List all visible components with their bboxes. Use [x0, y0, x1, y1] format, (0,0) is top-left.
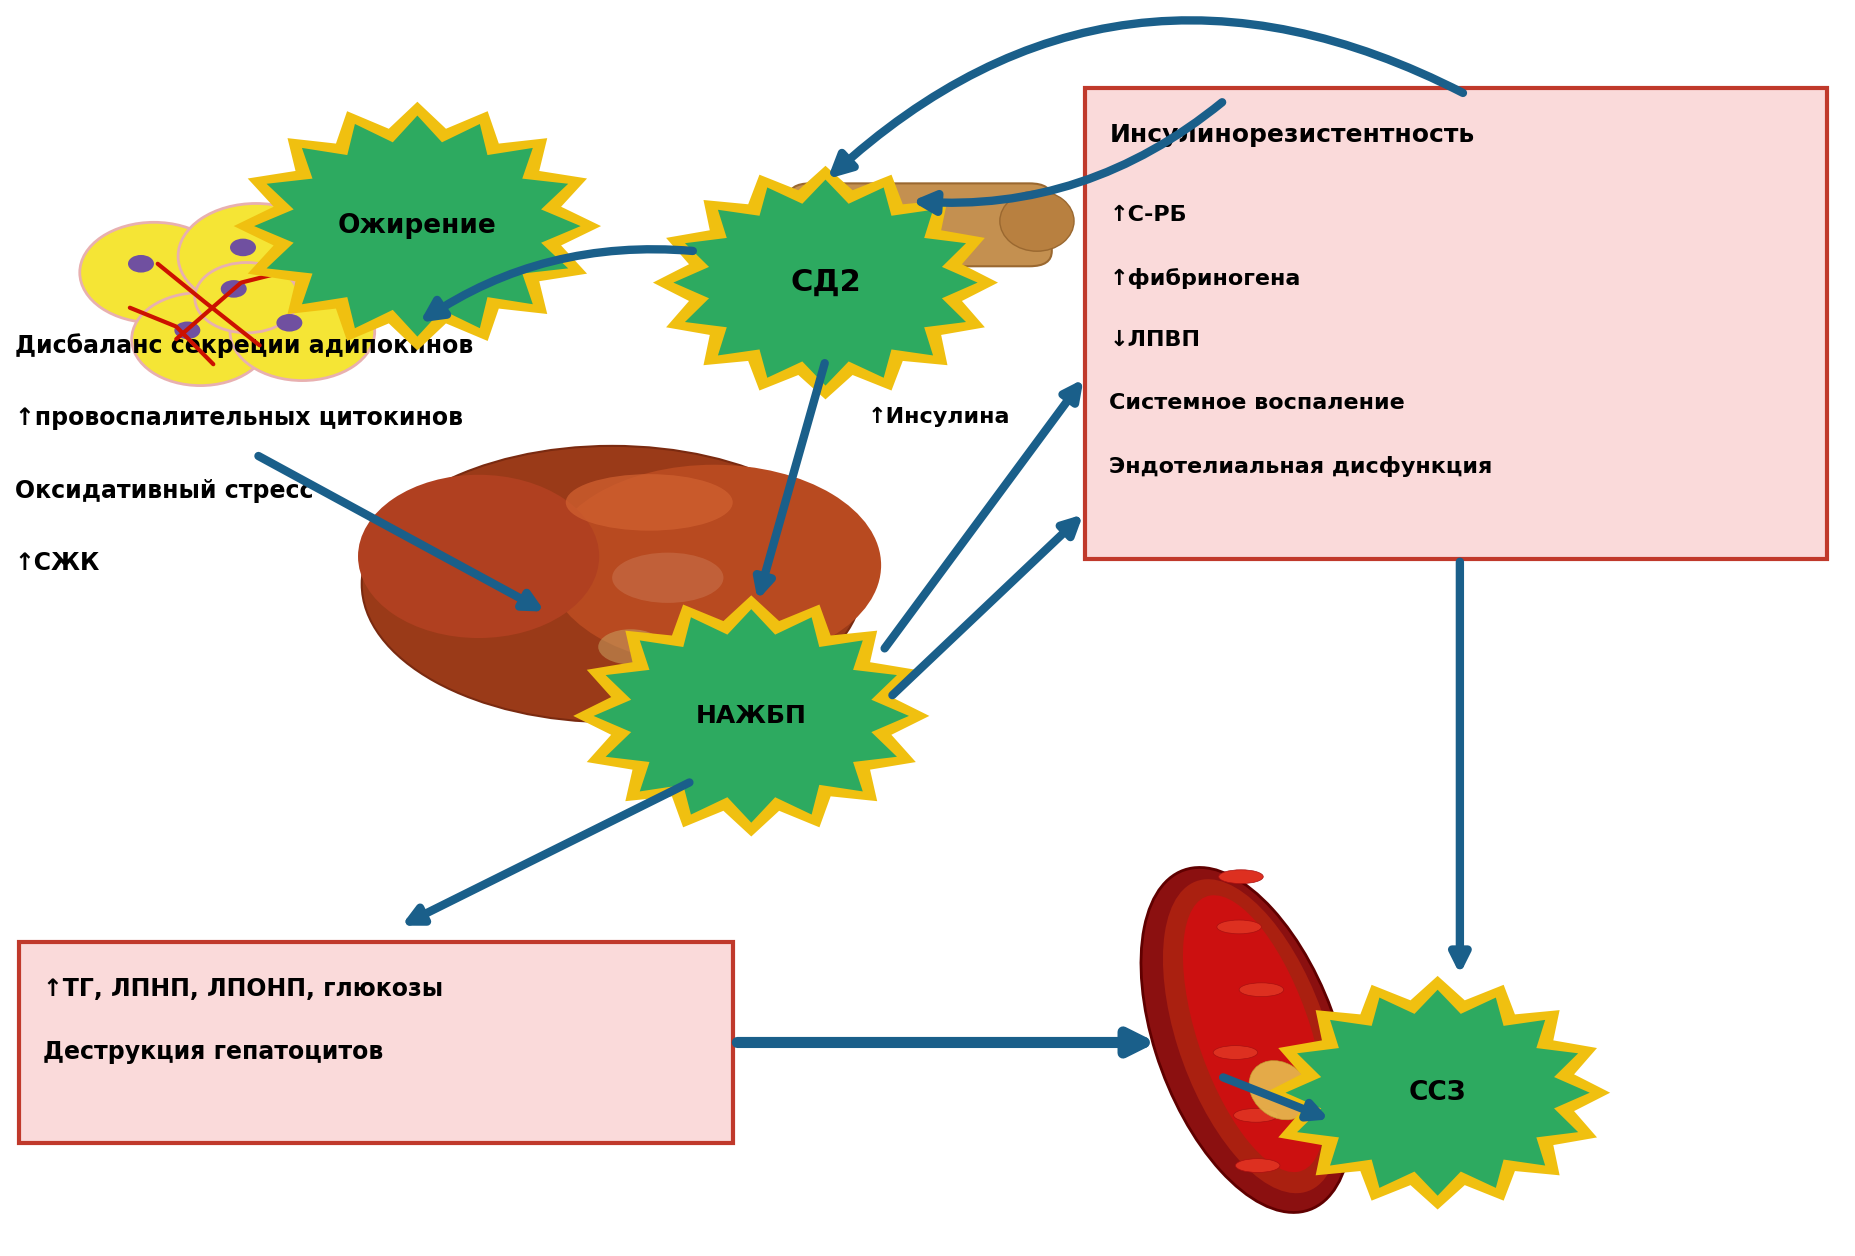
Circle shape — [230, 239, 256, 256]
Circle shape — [304, 264, 330, 281]
Text: СД2: СД2 — [790, 268, 861, 298]
Ellipse shape — [863, 193, 907, 208]
Polygon shape — [653, 166, 998, 399]
Ellipse shape — [362, 446, 863, 722]
Text: Ожирение: Ожирение — [338, 214, 497, 239]
Polygon shape — [594, 609, 909, 823]
FancyBboxPatch shape — [19, 942, 733, 1143]
Ellipse shape — [829, 198, 866, 211]
Ellipse shape — [940, 195, 978, 207]
Circle shape — [195, 263, 299, 333]
Ellipse shape — [612, 553, 723, 603]
FancyBboxPatch shape — [1085, 88, 1827, 559]
Text: ↑Инсулина: ↑Инсулина — [868, 407, 1011, 427]
Polygon shape — [234, 102, 601, 350]
Circle shape — [132, 293, 269, 386]
Text: Дисбаланс секреции адипокинов: Дисбаланс секреции адипокинов — [15, 333, 473, 358]
Text: НАЖБП: НАЖБП — [696, 703, 807, 728]
Circle shape — [276, 314, 302, 332]
Circle shape — [80, 222, 228, 323]
Circle shape — [178, 203, 334, 309]
Text: ↑СЖК: ↑СЖК — [15, 551, 100, 575]
Circle shape — [221, 280, 247, 298]
FancyBboxPatch shape — [788, 183, 1052, 266]
Text: Инсулинорезистентность: Инсулинорезистентность — [1109, 123, 1475, 147]
Circle shape — [230, 283, 375, 381]
Text: Системное воспаление: Системное воспаление — [1109, 393, 1404, 413]
Ellipse shape — [1248, 1060, 1311, 1120]
Circle shape — [128, 255, 154, 273]
Ellipse shape — [566, 474, 733, 530]
Text: ↑провоспалительных цитокинов: ↑провоспалительных цитокинов — [15, 406, 464, 430]
Ellipse shape — [1000, 191, 1074, 251]
Text: Деструкция гепатоцитов: Деструкция гепатоцитов — [43, 1040, 382, 1064]
Polygon shape — [1286, 990, 1590, 1196]
Text: ↑С-РБ: ↑С-РБ — [1109, 205, 1187, 225]
Text: ↓ЛПВП: ↓ЛПВП — [1109, 330, 1200, 350]
Ellipse shape — [1213, 1045, 1258, 1060]
Polygon shape — [1265, 976, 1610, 1210]
Text: ↑ТГ, ЛПНП, ЛПОНП, глюкозы: ↑ТГ, ЛПНП, ЛПОНП, глюкозы — [43, 977, 443, 1001]
Ellipse shape — [547, 465, 881, 666]
Text: Эндотелиальная дисфункция: Эндотелиальная дисфункция — [1109, 456, 1493, 477]
Ellipse shape — [1234, 1109, 1278, 1123]
Ellipse shape — [1183, 896, 1324, 1172]
Text: Оксидативный стресс: Оксидативный стресс — [15, 479, 313, 502]
Ellipse shape — [1235, 1158, 1280, 1173]
Polygon shape — [673, 180, 978, 386]
Ellipse shape — [1239, 982, 1284, 997]
Ellipse shape — [1219, 869, 1263, 884]
Ellipse shape — [597, 629, 664, 664]
Ellipse shape — [1163, 879, 1341, 1193]
Ellipse shape — [1217, 919, 1261, 934]
Text: ↑фибриногена: ↑фибриногена — [1109, 268, 1300, 289]
Circle shape — [260, 234, 401, 329]
Circle shape — [174, 322, 200, 339]
Ellipse shape — [1141, 868, 1352, 1212]
Polygon shape — [573, 595, 929, 836]
Ellipse shape — [358, 475, 599, 638]
Text: ССЗ: ССЗ — [1410, 1080, 1465, 1105]
Polygon shape — [254, 116, 581, 337]
